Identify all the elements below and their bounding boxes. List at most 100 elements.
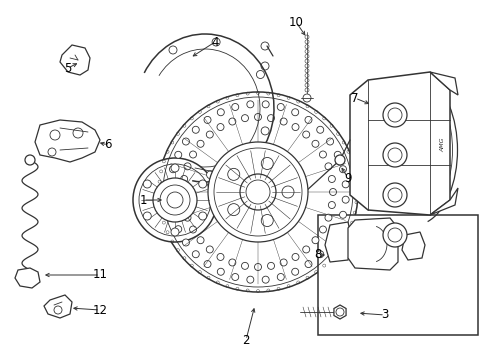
- Circle shape: [247, 276, 254, 283]
- Polygon shape: [334, 305, 346, 319]
- Circle shape: [169, 46, 177, 54]
- Circle shape: [197, 237, 204, 244]
- Text: 6: 6: [104, 139, 112, 152]
- Circle shape: [305, 116, 312, 123]
- Polygon shape: [60, 45, 90, 75]
- Circle shape: [233, 162, 241, 170]
- Circle shape: [184, 214, 191, 221]
- Circle shape: [212, 38, 220, 46]
- Text: 12: 12: [93, 303, 107, 316]
- Circle shape: [280, 118, 287, 125]
- Circle shape: [167, 181, 174, 188]
- Circle shape: [303, 131, 310, 138]
- Circle shape: [254, 264, 262, 270]
- Polygon shape: [430, 188, 458, 215]
- Circle shape: [305, 261, 312, 267]
- Circle shape: [25, 155, 35, 165]
- Circle shape: [73, 128, 83, 138]
- Polygon shape: [350, 72, 450, 215]
- Polygon shape: [35, 120, 100, 162]
- Circle shape: [182, 239, 190, 246]
- Circle shape: [207, 171, 215, 179]
- Circle shape: [261, 127, 269, 135]
- Circle shape: [242, 114, 248, 122]
- Text: 4: 4: [211, 36, 219, 49]
- Circle shape: [383, 103, 407, 127]
- Circle shape: [292, 109, 299, 116]
- Text: 1: 1: [139, 194, 147, 207]
- Circle shape: [133, 158, 217, 242]
- Circle shape: [383, 223, 407, 247]
- Circle shape: [319, 151, 326, 158]
- Circle shape: [184, 163, 191, 170]
- Circle shape: [336, 308, 344, 316]
- Circle shape: [303, 94, 311, 102]
- Polygon shape: [348, 218, 398, 270]
- Circle shape: [181, 202, 188, 208]
- Circle shape: [334, 151, 341, 158]
- Circle shape: [232, 274, 239, 280]
- Circle shape: [261, 157, 273, 170]
- Polygon shape: [430, 72, 458, 95]
- Circle shape: [268, 114, 274, 122]
- Circle shape: [217, 268, 224, 275]
- Circle shape: [232, 103, 239, 111]
- Circle shape: [199, 212, 207, 220]
- Circle shape: [192, 126, 199, 133]
- Circle shape: [277, 103, 284, 111]
- Circle shape: [228, 204, 240, 216]
- Circle shape: [340, 166, 346, 173]
- Circle shape: [317, 126, 324, 133]
- Circle shape: [327, 239, 334, 246]
- Circle shape: [206, 131, 213, 138]
- Circle shape: [277, 274, 284, 280]
- Polygon shape: [402, 232, 425, 260]
- Circle shape: [262, 276, 269, 283]
- Circle shape: [256, 71, 265, 78]
- Polygon shape: [15, 268, 40, 288]
- Circle shape: [334, 226, 341, 233]
- Circle shape: [170, 211, 176, 218]
- Circle shape: [303, 246, 310, 253]
- Circle shape: [171, 228, 179, 236]
- Circle shape: [342, 181, 349, 188]
- Circle shape: [48, 148, 56, 156]
- Circle shape: [312, 140, 319, 147]
- Circle shape: [228, 168, 240, 180]
- Circle shape: [282, 186, 294, 198]
- Text: 9: 9: [344, 171, 352, 184]
- Text: 2: 2: [242, 333, 250, 346]
- Circle shape: [325, 214, 332, 221]
- Circle shape: [158, 92, 358, 292]
- Circle shape: [217, 253, 224, 260]
- Circle shape: [175, 151, 182, 158]
- Circle shape: [192, 251, 199, 258]
- Circle shape: [325, 163, 332, 170]
- Circle shape: [190, 151, 196, 158]
- Text: 8: 8: [314, 248, 322, 261]
- Circle shape: [204, 261, 211, 267]
- Circle shape: [167, 196, 174, 203]
- Circle shape: [328, 175, 335, 183]
- Circle shape: [247, 101, 254, 108]
- Text: 10: 10: [289, 15, 303, 28]
- Circle shape: [254, 113, 262, 121]
- Circle shape: [217, 123, 224, 131]
- Circle shape: [182, 138, 190, 145]
- Polygon shape: [44, 295, 72, 318]
- Circle shape: [206, 246, 213, 253]
- Circle shape: [171, 164, 179, 172]
- Circle shape: [319, 226, 326, 233]
- Text: 11: 11: [93, 269, 107, 282]
- Circle shape: [383, 183, 407, 207]
- Circle shape: [217, 109, 224, 116]
- Circle shape: [329, 189, 337, 195]
- Text: AMG: AMG: [441, 138, 445, 152]
- Circle shape: [204, 116, 211, 123]
- Circle shape: [199, 180, 207, 188]
- Circle shape: [179, 189, 187, 195]
- Circle shape: [153, 178, 197, 222]
- Text: 5: 5: [64, 62, 72, 75]
- Circle shape: [54, 306, 62, 314]
- Circle shape: [317, 251, 324, 258]
